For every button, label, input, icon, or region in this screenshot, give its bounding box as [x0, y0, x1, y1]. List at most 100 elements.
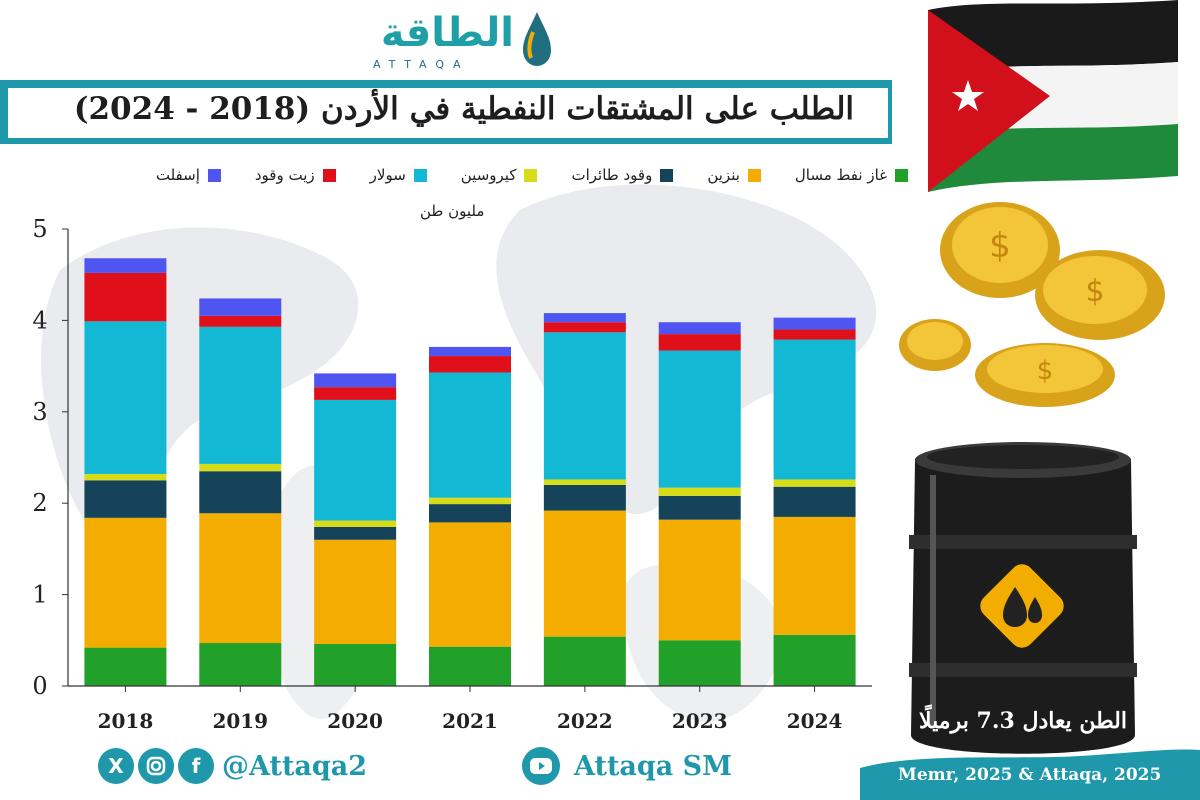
bar-segment [773, 329, 856, 340]
bar-segment [429, 522, 511, 647]
facebook-icon[interactable]: f [178, 748, 214, 784]
legend-swatch [660, 168, 674, 182]
y-axis-unit: مليون طن [420, 202, 485, 220]
bar-segment [658, 350, 741, 488]
youtube-handle[interactable]: Attaqa SM [574, 750, 733, 782]
x-tick-label: 2024 [787, 709, 843, 733]
bar-segment [199, 326, 282, 464]
bar-segment [429, 504, 511, 523]
bar-segment [199, 643, 282, 686]
bar-segment [314, 399, 397, 521]
bar-segment [314, 526, 397, 540]
gold-coins-illustration: $ $ $ [899, 202, 1165, 407]
bar-segment [658, 519, 741, 641]
bar-segment [773, 634, 856, 686]
legend-label: وقود طائرات [571, 166, 653, 184]
y-tick-label: 2 [32, 489, 47, 517]
legend-label: زيت وقود [254, 166, 315, 184]
social-links: X f @Attaqa2 [98, 744, 367, 788]
x-tick-label: 2020 [327, 709, 383, 733]
legend-swatch [524, 168, 538, 182]
legend-label: غاز نفط مسال [794, 166, 887, 184]
instagram-icon[interactable] [138, 748, 174, 784]
attaqa-logo: الطاقة ATTAQA [355, 8, 560, 74]
bar-segment [658, 322, 741, 335]
x-tick-label: 2019 [212, 709, 268, 733]
chart-title: الطلب على المشتقات النفطية في الأردن (20… [73, 91, 854, 127]
x-tick-label: 2022 [557, 709, 613, 733]
bar-segment [84, 517, 167, 648]
legend-item: زيت وقود [255, 166, 336, 184]
bar-segment [773, 317, 856, 330]
bar-segment [543, 313, 626, 323]
legend-item: وقود طائرات [571, 166, 674, 184]
y-tick-label: 4 [32, 306, 47, 334]
bar-segment [84, 258, 167, 273]
legend-item: غاز نفط مسال [795, 166, 908, 184]
legend-label: إسفلت [155, 166, 200, 184]
legend-item: كيروسين [461, 166, 538, 184]
logo-text: الطاقة [380, 10, 514, 56]
bar-segment [84, 647, 167, 686]
jordan-flag [928, 0, 1178, 192]
oil-barrel-illustration [909, 442, 1137, 754]
legend-item: بنزين [707, 166, 761, 184]
bar-segment [314, 539, 397, 644]
social-handle[interactable]: @Attaqa2 [222, 750, 368, 782]
x-tick-label: 2021 [442, 709, 498, 733]
bar-segment [773, 516, 856, 635]
bar-segment [429, 497, 511, 505]
bar-segment [543, 636, 626, 686]
bar-segment [658, 495, 741, 520]
bar-segment [543, 484, 626, 511]
bar-segment [429, 646, 511, 686]
legend-label: بنزين [707, 166, 740, 184]
source-text: Memr, 2025 & Attaqa, 2025 [898, 765, 1162, 785]
legend-swatch [322, 168, 336, 182]
stacked-bar-chart: 2018 2019 2020 2021 2022 2023 2024 0 1 2 3 4 5 [32, 215, 872, 733]
logo-subtitle: ATTAQA [373, 58, 470, 71]
bar-segment [543, 322, 626, 333]
oil-drop-icon [523, 12, 551, 66]
y-tick-label: 3 [32, 398, 47, 426]
legend-swatch [747, 168, 761, 182]
bar-segment [84, 321, 167, 474]
x-icon[interactable]: X [98, 748, 134, 784]
bar-segment [314, 520, 397, 527]
svg-text:$: $ [1085, 274, 1104, 309]
bar-segment [199, 471, 282, 514]
legend-item: إسفلت [156, 166, 221, 184]
barrel-conversion-note: الطن يعادل 7.3 برميلًا [919, 708, 1127, 734]
bar-segment [543, 479, 626, 485]
legend-swatch [895, 168, 908, 182]
source-box-background [860, 749, 1200, 800]
legend-swatch [207, 168, 221, 182]
youtube-link: Attaqa SM [522, 744, 732, 788]
bar-segment [543, 332, 626, 480]
youtube-icon[interactable] [522, 747, 560, 785]
bar-segment [84, 272, 167, 322]
y-tick-label: 1 [32, 581, 47, 609]
bar-segment [84, 473, 167, 481]
title-banner: الطلب على المشتقات النفطية في الأردن (20… [0, 80, 892, 144]
y-tick-label: 5 [32, 215, 47, 243]
bar-segment [658, 334, 741, 351]
bar-segment [658, 640, 741, 686]
svg-text:$: $ [989, 226, 1011, 266]
bar-segment [199, 463, 282, 472]
bar-segment [429, 372, 511, 498]
legend-swatch [413, 168, 427, 182]
svg-text:$: $ [1037, 356, 1054, 386]
bar-segment [314, 387, 397, 400]
legend-item: سولار [370, 166, 427, 184]
bar-segment [314, 373, 397, 388]
bar-segment [199, 298, 282, 316]
bar-segment [429, 346, 511, 357]
legend-label: سولار [369, 166, 406, 184]
bar-segment [429, 356, 511, 373]
y-tick-label: 0 [32, 672, 47, 700]
bar-segment [84, 480, 167, 518]
bar-segment [543, 510, 626, 637]
bar-segment [773, 486, 856, 517]
x-tick-label: 2018 [98, 709, 154, 733]
